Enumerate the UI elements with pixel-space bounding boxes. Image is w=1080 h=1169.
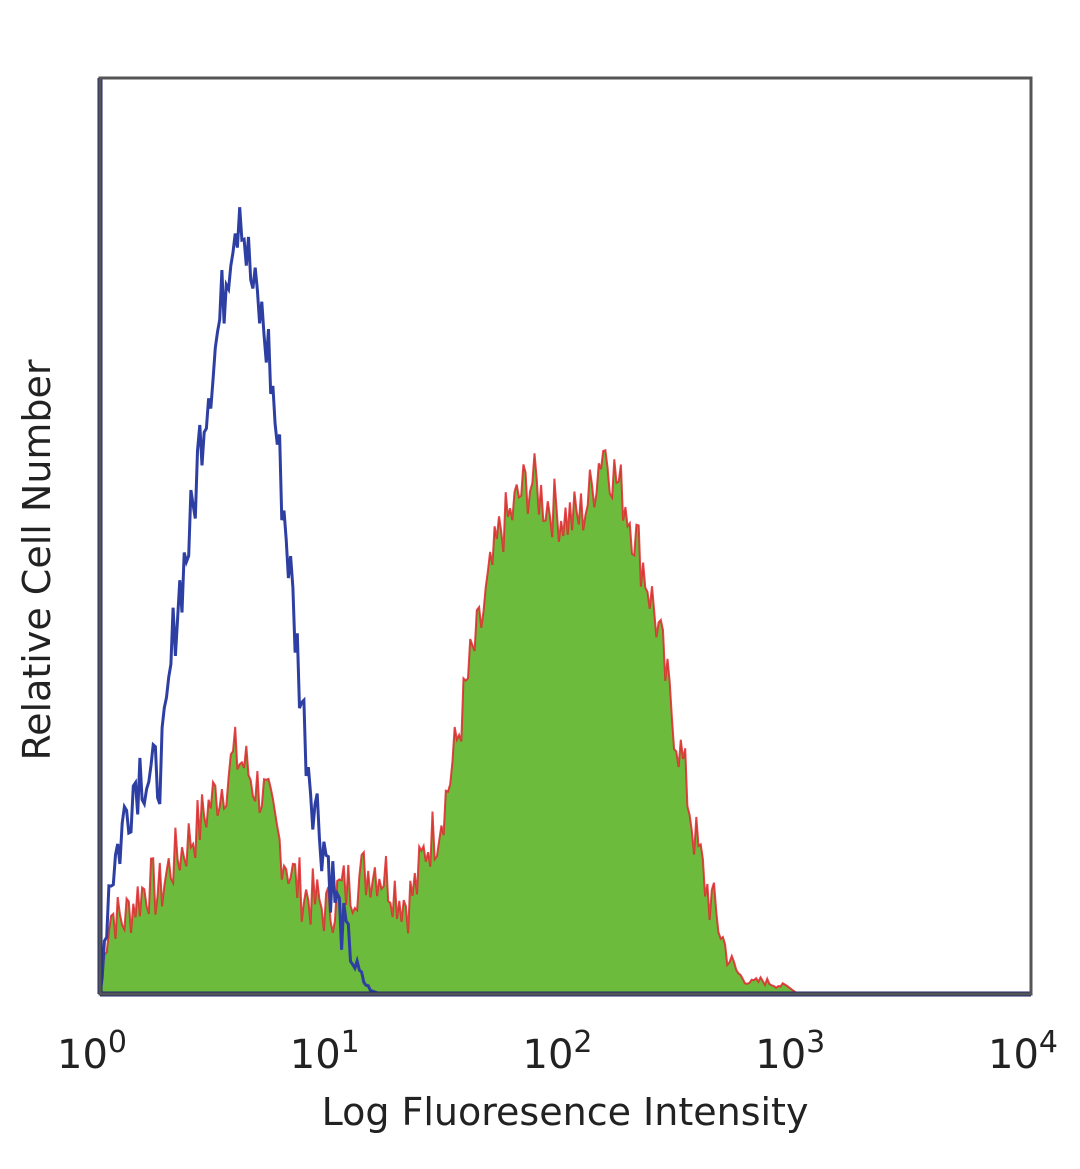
- sample-histogram-fill: [100, 450, 1031, 994]
- x-tick-labels: 100 101 102 103 104: [57, 1025, 1058, 1078]
- plot-frame: [98, 76, 1033, 996]
- plot-area: [97, 78, 1031, 997]
- x-tick-label: 102: [523, 1025, 593, 1078]
- x-tick-label: 103: [755, 1025, 825, 1078]
- x-tick-label: 101: [290, 1025, 360, 1078]
- x-tick-label: 100: [57, 1025, 127, 1078]
- x-tick-label: 104: [988, 1025, 1058, 1078]
- x-axis-label: Log Fluoresence Intensity: [322, 1090, 809, 1134]
- y-axis-label: Relative Cell Number: [15, 359, 59, 760]
